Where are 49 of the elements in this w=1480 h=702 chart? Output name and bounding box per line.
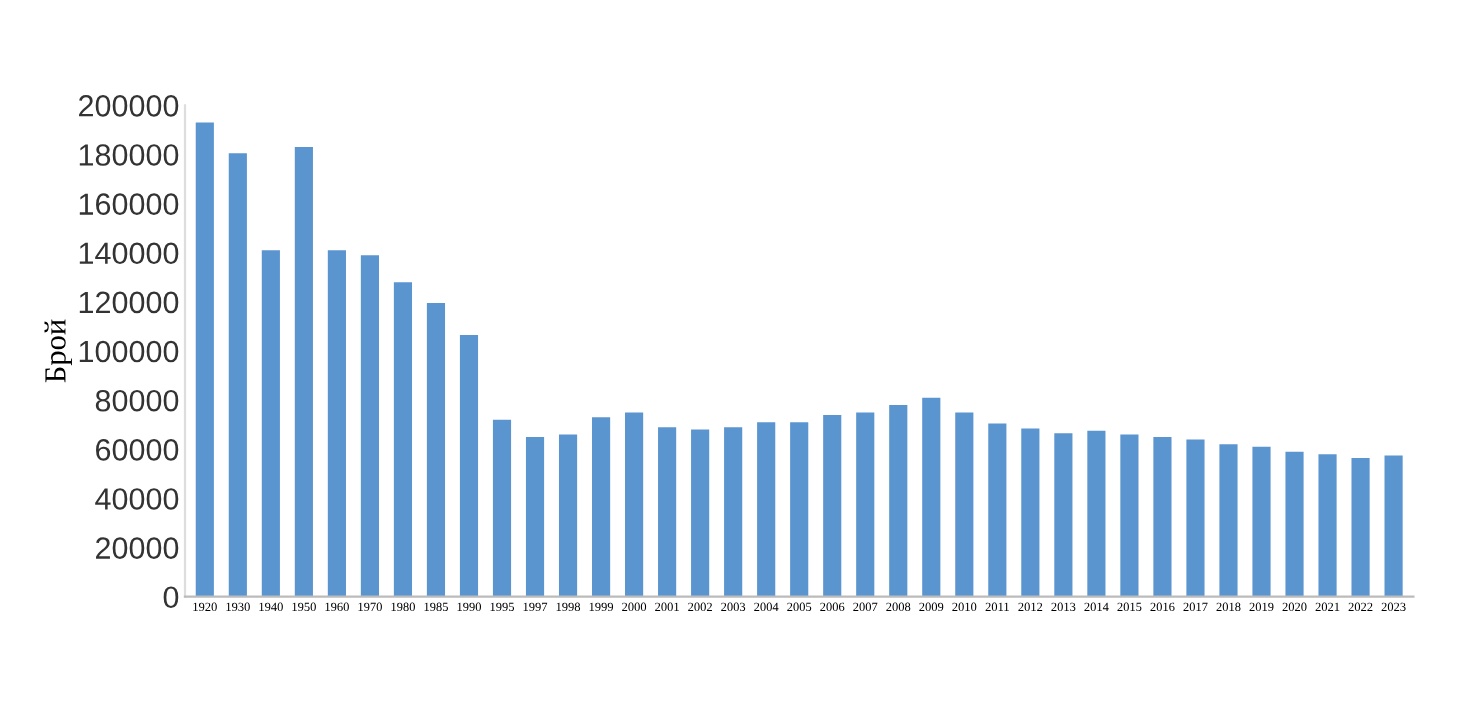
y-tick-label: 60000 — [96, 439, 179, 461]
bar — [790, 422, 809, 597]
bar — [691, 429, 710, 597]
bar — [492, 419, 512, 597]
bar — [1219, 444, 1238, 597]
bar — [955, 412, 974, 597]
bar — [988, 423, 1007, 597]
y-tick-label: 140000 — [79, 242, 179, 265]
y-tick-label: 200000 — [79, 95, 179, 117]
bar — [459, 335, 479, 597]
y-tick-label: 20000 — [96, 537, 179, 559]
bar — [922, 397, 941, 597]
y-tick-label: 80000 — [95, 389, 179, 412]
y-tick-label: 100000 — [79, 340, 179, 363]
bar — [1120, 434, 1139, 597]
bar — [724, 427, 743, 597]
bar — [1054, 433, 1073, 597]
bar — [558, 434, 578, 597]
bar — [426, 303, 446, 597]
bar — [525, 436, 545, 597]
y-tick-label: 180000 — [79, 144, 179, 166]
bar — [1384, 455, 1403, 597]
bar — [856, 412, 875, 597]
bar — [889, 405, 908, 597]
bar — [1021, 428, 1040, 597]
bar — [228, 153, 247, 597]
bar — [1186, 439, 1205, 597]
bar — [591, 417, 611, 597]
bar — [195, 122, 214, 597]
bar — [1153, 436, 1172, 597]
y-tick-label: 0 — [163, 586, 179, 609]
bar — [1351, 457, 1370, 597]
y-axis-title: Брой — [44, 319, 72, 383]
bar — [658, 427, 677, 597]
bar — [393, 282, 413, 597]
bar — [625, 412, 644, 597]
bar — [360, 255, 379, 597]
bar — [1252, 446, 1271, 597]
bar — [823, 414, 842, 597]
bar — [1318, 454, 1337, 597]
bar — [261, 250, 280, 597]
bar — [327, 250, 346, 597]
y-tick-label: 40000 — [95, 488, 179, 510]
bar — [1087, 430, 1106, 597]
bar — [757, 422, 776, 597]
y-tick-label: 160000 — [79, 193, 179, 215]
y-tick-label: 120000 — [79, 291, 179, 314]
bar — [294, 147, 313, 597]
bar — [1285, 451, 1304, 597]
